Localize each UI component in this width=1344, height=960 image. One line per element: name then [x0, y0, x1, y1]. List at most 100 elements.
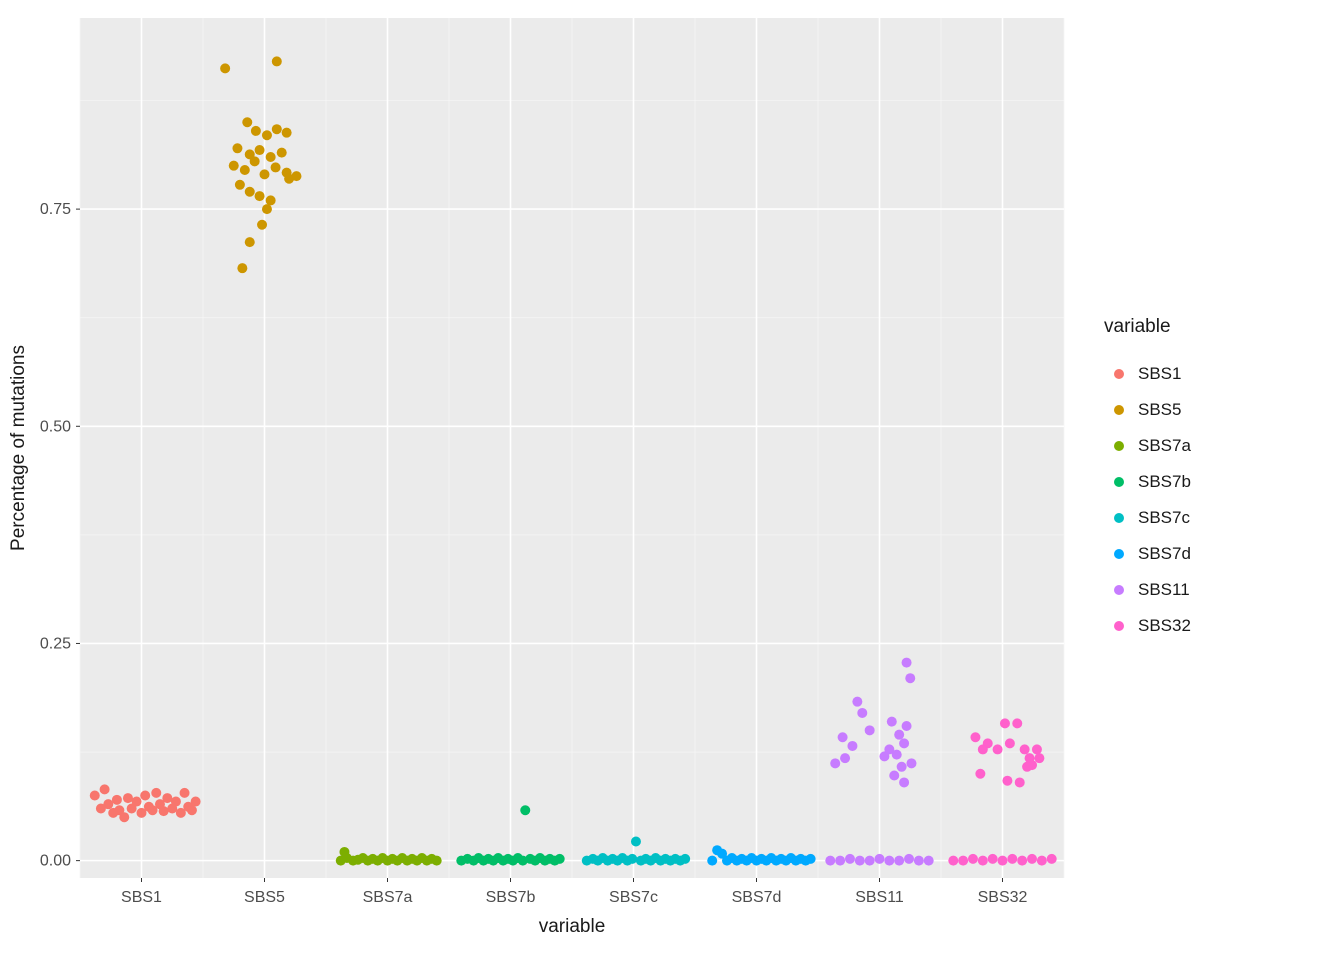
data-point — [123, 793, 133, 803]
data-point — [998, 856, 1008, 866]
legend-item: SBS32 — [1104, 608, 1344, 644]
data-point — [266, 195, 276, 205]
legend: variable SBS1SBS5SBS7aSBS7bSBS7cSBS7dSBS… — [1084, 0, 1344, 960]
legend-label: SBS5 — [1138, 400, 1181, 420]
data-point — [1007, 854, 1017, 864]
legend-item: SBS7c — [1104, 500, 1344, 536]
data-point — [924, 856, 934, 866]
data-point — [262, 130, 272, 140]
data-point — [978, 856, 988, 866]
data-point — [887, 717, 897, 727]
data-point — [914, 856, 924, 866]
data-point — [260, 169, 270, 179]
data-point — [988, 854, 998, 864]
data-point — [968, 854, 978, 864]
data-point — [830, 758, 840, 768]
data-point — [875, 854, 885, 864]
legend-swatch — [1114, 585, 1124, 595]
data-point — [271, 162, 281, 172]
data-point — [151, 788, 161, 798]
data-point — [1047, 854, 1057, 864]
x-tick-label: SBS32 — [978, 889, 1028, 906]
data-point — [902, 721, 912, 731]
data-point — [242, 117, 252, 127]
data-point — [251, 126, 261, 136]
data-point — [187, 805, 197, 815]
x-axis-title: variable — [539, 916, 606, 937]
data-point — [879, 751, 889, 761]
legend-label: SBS7b — [1138, 472, 1191, 492]
data-point — [277, 148, 287, 158]
y-tick-label: 0.75 — [40, 201, 71, 218]
legend-item: SBS1 — [1104, 356, 1344, 392]
data-point — [240, 165, 250, 175]
data-point — [865, 725, 875, 735]
data-point — [1034, 753, 1044, 763]
data-point — [855, 856, 865, 866]
data-point — [894, 730, 904, 740]
legend-item: SBS11 — [1104, 572, 1344, 608]
data-point — [229, 161, 239, 171]
legend-swatch — [1114, 441, 1124, 451]
legend-label: SBS11 — [1138, 580, 1190, 600]
data-point — [948, 856, 958, 866]
data-point — [1032, 744, 1042, 754]
data-point — [245, 237, 255, 247]
data-point — [250, 156, 260, 166]
data-point — [555, 854, 565, 864]
data-point — [1037, 856, 1047, 866]
legend-swatch — [1114, 405, 1124, 415]
data-point — [162, 793, 172, 803]
data-point — [857, 708, 867, 718]
data-point — [90, 790, 100, 800]
data-point — [191, 797, 201, 807]
data-point — [993, 744, 1003, 754]
data-point — [904, 854, 914, 864]
data-point — [159, 806, 169, 816]
data-point — [835, 856, 845, 866]
data-point — [1005, 738, 1015, 748]
legend-item: SBS7b — [1104, 464, 1344, 500]
data-point — [262, 204, 272, 214]
data-point — [894, 856, 904, 866]
data-point — [1020, 744, 1030, 754]
data-point — [1015, 777, 1025, 787]
y-tick-label: 0.25 — [40, 635, 71, 652]
data-point — [975, 769, 985, 779]
legend-items: SBS1SBS5SBS7aSBS7bSBS7cSBS7dSBS11SBS32 — [1104, 356, 1344, 644]
x-tick-label: SBS7a — [363, 889, 413, 906]
data-point — [1000, 718, 1010, 728]
legend-label: SBS1 — [1138, 364, 1181, 384]
data-point — [899, 777, 909, 787]
data-point — [1022, 762, 1032, 772]
data-point — [892, 750, 902, 760]
data-point — [140, 790, 150, 800]
data-point — [838, 732, 848, 742]
data-point — [958, 856, 968, 866]
data-point — [806, 854, 816, 864]
legend-swatch — [1114, 477, 1124, 487]
data-point — [906, 758, 916, 768]
data-point — [905, 673, 915, 683]
data-point — [840, 753, 850, 763]
x-tick-label: SBS5 — [244, 889, 285, 906]
data-point — [272, 56, 282, 66]
data-point — [847, 741, 857, 751]
data-point — [680, 854, 690, 864]
data-point — [852, 697, 862, 707]
data-point — [1027, 854, 1037, 864]
data-point — [627, 854, 637, 864]
legend-label: SBS7a — [1138, 436, 1191, 456]
data-point — [119, 812, 129, 822]
data-point — [520, 805, 530, 815]
data-point — [282, 128, 292, 138]
data-point — [112, 795, 122, 805]
legend-swatch — [1114, 369, 1124, 379]
data-point — [257, 220, 267, 230]
data-point — [1012, 718, 1022, 728]
data-point — [232, 143, 242, 153]
scatter-plot-svg: 0.000.250.500.75SBS1SBS5SBS7aSBS7bSBS7cS… — [0, 0, 1084, 960]
x-tick-label: SBS7b — [486, 889, 536, 906]
data-point — [220, 63, 230, 73]
plot-panel: 0.000.250.500.75SBS1SBS5SBS7aSBS7bSBS7cS… — [0, 0, 1084, 960]
